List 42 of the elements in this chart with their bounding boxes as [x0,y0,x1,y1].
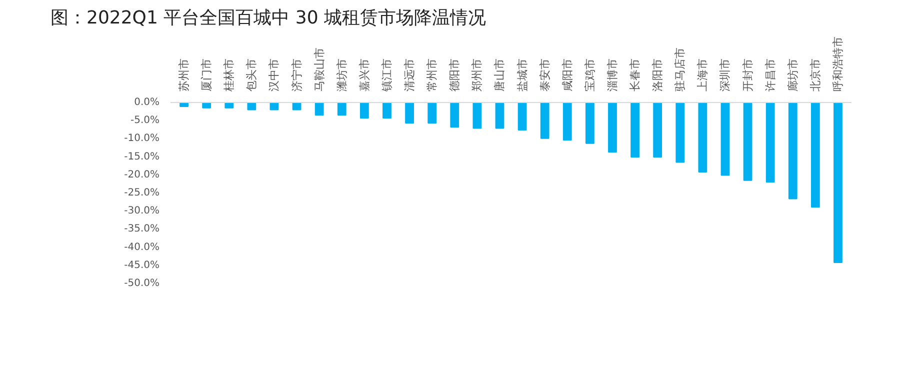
y-tick-label: -25.0% [124,188,160,198]
y-tick-label: -10.0% [124,133,160,144]
x-tick-label: 潍坊市 [335,58,348,92]
x-tick-label: 泰安市 [538,58,552,92]
y-tick-label: -45.0% [124,260,160,271]
x-tick-label: 上海市 [696,58,710,92]
x-tick-label: 清远市 [403,58,416,92]
x-tick-label: 驻马店市 [674,48,687,92]
x-tick-label: 北京市 [808,58,822,92]
x-tick-label: 淄博市 [606,58,619,92]
y-tick-label: -40.0% [124,242,160,253]
x-tick-label: 郑州市 [470,58,484,92]
x-tick-label: 嘉兴市 [358,58,371,92]
x-tick-label: 开封市 [741,58,754,92]
y-tick-label: -15.0% [124,151,160,162]
x-tick-label: 呼和浩特市 [831,36,844,92]
x-tick-label: 盐城市 [516,58,529,92]
y-tick-label: -5.0% [130,115,160,126]
x-tick-label: 咸阳市 [560,58,574,92]
x-tick-label: 德阳市 [448,58,462,92]
x-tick-label: 常州市 [426,58,439,92]
y-tick-label: -30.0% [124,206,160,217]
y-tick-label: -50.0% [124,278,160,289]
y-tick-label: -20.0% [124,169,160,180]
x-tick-label: 宝鸡市 [583,58,596,92]
x-tick-label: 马鞍山市 [312,48,326,92]
chart-title: 图：2022Q1 平台全国百城中 30 城租赁市场降温情况 [50,8,486,28]
y-tick-label: -35.0% [124,224,160,235]
x-tick-label: 洛阳市 [651,58,664,92]
x-tick-label: 济宁市 [290,58,304,92]
x-tick-label: 长春市 [628,58,642,92]
x-tick-label: 汉中市 [268,58,281,92]
x-tick-label: 许昌市 [764,58,777,92]
x-tick-label: 唐山市 [493,58,506,92]
x-tick-label: 厦门市 [200,58,214,92]
x-tick-label: 深圳市 [718,58,732,92]
x-tick-label: 镇江市 [380,58,394,92]
x-tick-label: 包头市 [245,58,258,92]
y-tick-label: 0.0% [134,97,160,108]
x-tick-label: 廊坊市 [786,58,800,92]
x-tick-label: 桂林市 [222,58,236,92]
x-tick-label: 苏州市 [178,58,191,92]
